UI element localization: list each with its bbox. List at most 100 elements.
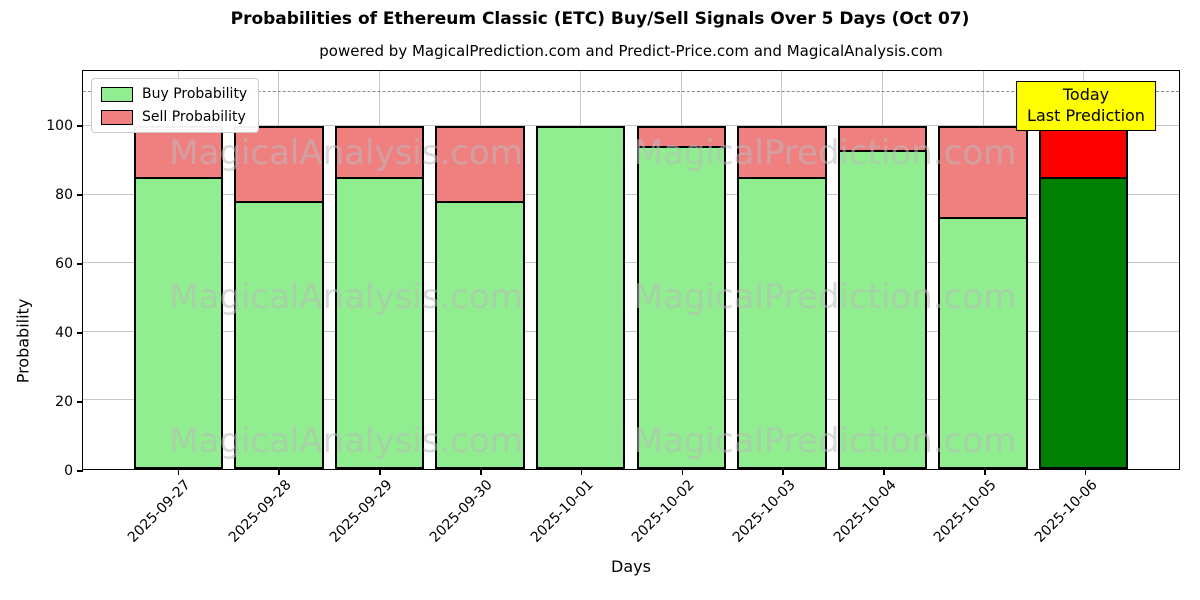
bar-slot [832,71,933,469]
y-axis-label: Probability [13,298,33,384]
stacked-bar [133,125,224,469]
annotation-line-1: Today [1062,85,1110,104]
bar-slot [732,71,833,469]
plot-area: 0 20 40 60 80 100 2025-09-27 2025-09-28 2025-09… [14,70,1180,576]
x-tick-label-text: 2025-10-04 [830,477,900,546]
y-tick-mark [77,263,83,265]
watermark-text: MagicalPrediction.com [633,133,1017,173]
gridline-horizontal [83,330,1179,332]
watermark-text: MagicalAnalysis.com [169,421,523,461]
x-tick-label-text: 2025-10-05 [931,477,1001,546]
x-tick-mark [681,469,684,475]
stacked-bar [737,125,827,469]
sell-segment [336,127,423,179]
sell-segment [638,127,725,149]
x-tick-label-text: 2025-09-28 [225,477,295,546]
x-tick-label-text: 2025-10-06 [1032,477,1101,546]
x-tick-mark [883,469,885,475]
y-tick-label: 100 [46,118,73,135]
gridline-horizontal [83,399,1179,401]
buy-segment [437,202,523,467]
x-tick-label-text: 2025-09-27 [124,477,194,546]
x-tick-mark [580,469,583,475]
sell-segment [236,127,322,203]
legend-label-buy: Buy Probability [142,86,248,102]
annotation-line-2: Last Prediction [1027,106,1145,126]
threshold-dashed-line [83,90,1179,92]
x-tick-mark [480,469,482,475]
stacked-bar [234,125,324,469]
y-tick-label: 40 [55,325,73,342]
y-tick-label: 80 [55,187,73,204]
x-tick-mark [782,469,784,475]
y-tick-mark [77,401,83,403]
legend-item-buy: Buy Probability [101,86,247,102]
bar-slot [128,71,229,469]
y-tick-mark [77,470,83,472]
x-tick-mark [1084,469,1087,475]
sell-color-swatch [101,109,133,125]
sell-segment [739,127,825,179]
bar-slot [229,71,330,469]
y-tick-mark [77,194,83,196]
gridline-horizontal [83,124,1179,126]
buy-segment [537,127,624,467]
buy-segment [236,202,322,467]
sell-segment-today [1040,127,1127,179]
bar-slot [329,71,430,469]
sell-segment [940,127,1026,220]
today-annotation: Today Last Prediction [1016,81,1156,132]
watermark-text: MagicalAnalysis.com [169,277,523,317]
y-tick-label: 60 [55,256,73,273]
x-tick-label-text: 2025-10-02 [628,477,698,546]
bar-slot [1033,71,1134,469]
x-tick-label-text: 2025-10-01 [528,477,597,546]
bar-slot [530,71,631,469]
bar-slot [631,71,732,469]
buy-segment [839,151,926,467]
buy-segment [940,219,1026,467]
stacked-bar [435,125,525,469]
bars-layer [83,71,1179,469]
watermark-text: MagicalPrediction.com [633,277,1017,317]
buy-color-swatch [101,86,133,102]
y-tick-label: 0 [64,463,73,479]
y-tick-label: 20 [55,394,73,411]
sell-segment [135,127,222,179]
bar-slot [430,71,531,469]
x-tick-mark [984,469,986,475]
y-tick-mark [77,332,83,334]
chart-subtitle: powered by MagicalPrediction.com and Pre… [319,42,943,60]
x-tick-label-text: 2025-10-03 [729,477,799,546]
stacked-bar [636,125,727,469]
buy-segment [135,178,222,467]
legend: Buy Probability Sell Probability [91,78,260,133]
stacked-bar [334,125,425,469]
legend-label-sell: Sell Probability [142,109,246,125]
stacked-bar [535,125,626,469]
gridline-horizontal [83,262,1179,264]
stacked-bar [938,125,1028,469]
x-tick-mark [379,469,381,475]
legend-item-sell: Sell Probability [101,109,247,125]
buy-segment [336,178,423,467]
stacked-bar [837,125,928,469]
x-tick-label-text: 2025-09-30 [427,477,497,546]
sell-segment [839,127,926,152]
x-tick-mark [177,469,180,475]
x-tick-label-text: 2025-09-29 [326,477,396,546]
watermark-text: MagicalAnalysis.com [169,133,523,173]
watermark-text: MagicalPrediction.com [633,421,1017,461]
buy-segment [739,178,825,467]
x-axis-label: Days [611,557,651,576]
chart-title: Probabilities of Ethereum Classic (ETC) … [230,9,970,29]
buy-segment [638,148,725,467]
x-tick-mark [278,469,280,475]
sell-segment [437,127,523,203]
bar-slot [933,71,1034,469]
stacked-bar [1038,125,1129,469]
y-tick-mark [77,125,83,127]
buy-segment-today [1040,178,1127,467]
gridline-horizontal [83,193,1179,195]
